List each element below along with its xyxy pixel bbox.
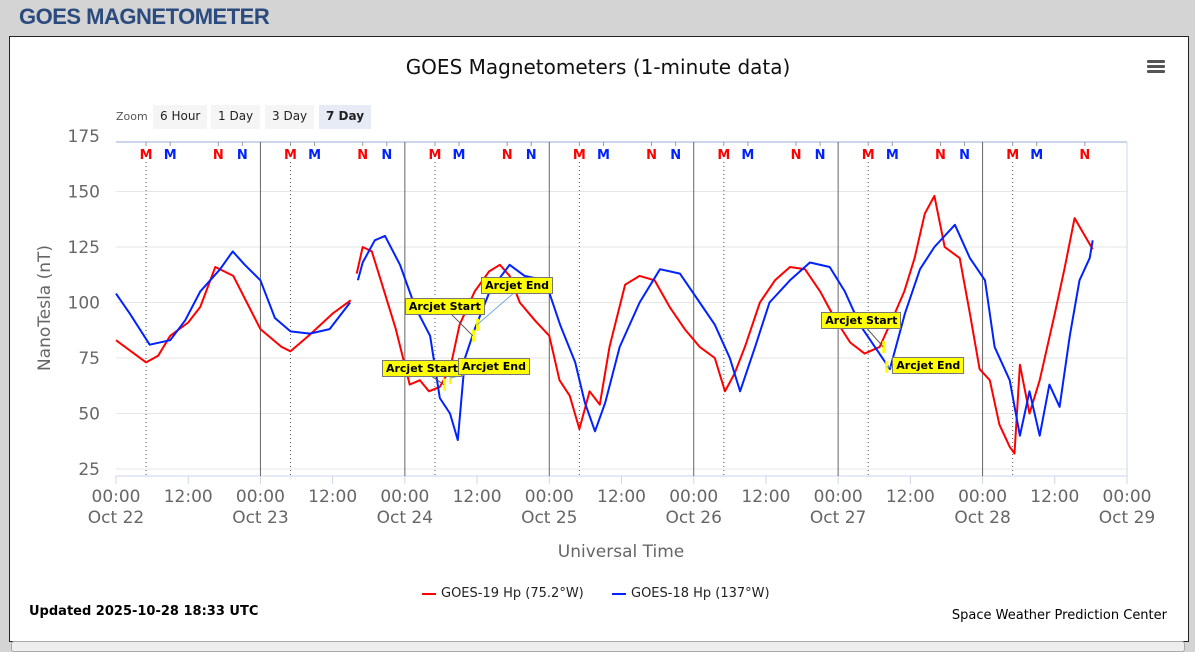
updated-timestamp: Updated 2025-10-28 18:33 UTC xyxy=(29,604,259,619)
marker-n: N xyxy=(237,148,248,163)
y-tick-label: 100 xyxy=(68,294,100,314)
x-tick-time: 00:00 xyxy=(958,487,1007,507)
arcjet-marker xyxy=(882,340,886,353)
y-tick-label: 125 xyxy=(68,238,100,258)
zoom-7-day-button[interactable]: 7 Day xyxy=(319,105,372,129)
x-tick-date: Oct 23 xyxy=(232,508,288,528)
arcjet-marker xyxy=(471,329,475,342)
marker-n: N xyxy=(815,148,826,163)
y-tick-label: 150 xyxy=(68,183,100,203)
chart-container xyxy=(9,36,1189,642)
x-tick-time: 00:00 xyxy=(1103,487,1152,507)
y-tick-label: 25 xyxy=(78,460,100,480)
x-tick-time: 00:00 xyxy=(669,487,718,507)
marker-n: N xyxy=(526,148,537,163)
page-title: GOES MAGNETOMETER xyxy=(19,4,270,29)
x-tick-time: 00:00 xyxy=(92,487,141,507)
marker-n: N xyxy=(1079,148,1090,163)
marker-n: N xyxy=(959,148,970,163)
marker-m: M xyxy=(862,148,875,163)
marker-m: M xyxy=(886,148,899,163)
marker-n: N xyxy=(646,148,657,163)
x-tick-time: 00:00 xyxy=(380,487,429,507)
x-tick-date: Oct 28 xyxy=(954,508,1010,528)
marker-n: N xyxy=(502,148,513,163)
arcjet-start-label: Arcjet Start xyxy=(404,297,485,315)
marker-n: N xyxy=(213,148,224,163)
y-tick-label: 50 xyxy=(78,405,100,425)
x-tick-time: 12:00 xyxy=(453,487,502,507)
credit-text: Space Weather Prediction Center xyxy=(951,608,1167,623)
x-tick-date: Oct 22 xyxy=(88,508,144,528)
x-tick-time: 00:00 xyxy=(236,487,285,507)
marker-m: M xyxy=(597,148,610,163)
arcjet-marker xyxy=(442,378,446,391)
marker-m: M xyxy=(428,148,441,163)
legend-swatch-red xyxy=(422,592,436,595)
arcjet-end-label: Arcjet End xyxy=(892,356,965,374)
x-tick-time: 12:00 xyxy=(741,487,790,507)
legend-label: GOES-18 Hp (137°W) xyxy=(631,586,770,601)
marker-m: M xyxy=(1030,148,1043,163)
marker-n: N xyxy=(670,148,681,163)
zoom-6-hour-button[interactable]: 6 Hour xyxy=(153,105,208,129)
marker-n: N xyxy=(935,148,946,163)
x-tick-time: 00:00 xyxy=(525,487,574,507)
hamburger-menu-icon[interactable] xyxy=(1147,60,1165,74)
marker-n: N xyxy=(381,148,392,163)
marker-m: M xyxy=(1006,148,1019,163)
marker-m: M xyxy=(284,148,297,163)
chart-title: GOES Magnetometers (1-minute data) xyxy=(406,55,791,79)
y-tick-label: 75 xyxy=(78,349,100,369)
legend-swatch-blue xyxy=(612,592,626,595)
x-axis-title: Universal Time xyxy=(558,542,684,562)
x-tick-date: Oct 29 xyxy=(1099,508,1155,528)
x-tick-time: 12:00 xyxy=(597,487,646,507)
x-tick-time: 12:00 xyxy=(308,487,357,507)
marker-n: N xyxy=(791,148,802,163)
x-tick-time: 12:00 xyxy=(1030,487,1079,507)
zoom-label: Zoom xyxy=(116,110,148,123)
marker-m: M xyxy=(453,148,466,163)
marker-m: M xyxy=(164,148,177,163)
x-tick-date: Oct 26 xyxy=(665,508,721,528)
legend-goes-18[interactable]: GOES-18 Hp (137°W) xyxy=(612,586,770,601)
marker-m: M xyxy=(308,148,321,163)
arcjet-end-label: Arcjet End xyxy=(457,357,530,375)
horizontal-scrollbar[interactable] xyxy=(11,641,1185,652)
x-tick-time: 12:00 xyxy=(886,487,935,507)
legend-label: GOES-19 Hp (75.2°W) xyxy=(441,586,584,601)
x-tick-date: Oct 25 xyxy=(521,508,577,528)
zoom-3-day-button[interactable]: 3 Day xyxy=(265,105,315,129)
marker-m: M xyxy=(140,148,153,163)
zoom-1-day-button[interactable]: 1 Day xyxy=(211,105,261,129)
marker-n: N xyxy=(357,148,368,163)
series-line-goes-18 xyxy=(115,223,1094,442)
x-tick-time: 00:00 xyxy=(814,487,863,507)
arcjet-end-label: Arcjet End xyxy=(481,276,554,294)
arcjet-start-label: Arcjet Start xyxy=(821,311,902,329)
marker-m: M xyxy=(741,148,754,163)
marker-m: M xyxy=(573,148,586,163)
arcjet-start-label: Arcjet Start xyxy=(381,359,463,377)
x-tick-date: Oct 27 xyxy=(810,508,866,528)
marker-m: M xyxy=(717,148,730,163)
y-tick-label: 175 xyxy=(68,127,100,147)
legend-goes-19[interactable]: GOES-19 Hp (75.2°W) xyxy=(422,586,584,601)
y-axis-title: NanoTesla (nT) xyxy=(35,245,55,371)
x-tick-time: 12:00 xyxy=(164,487,213,507)
x-tick-date: Oct 24 xyxy=(377,508,433,528)
